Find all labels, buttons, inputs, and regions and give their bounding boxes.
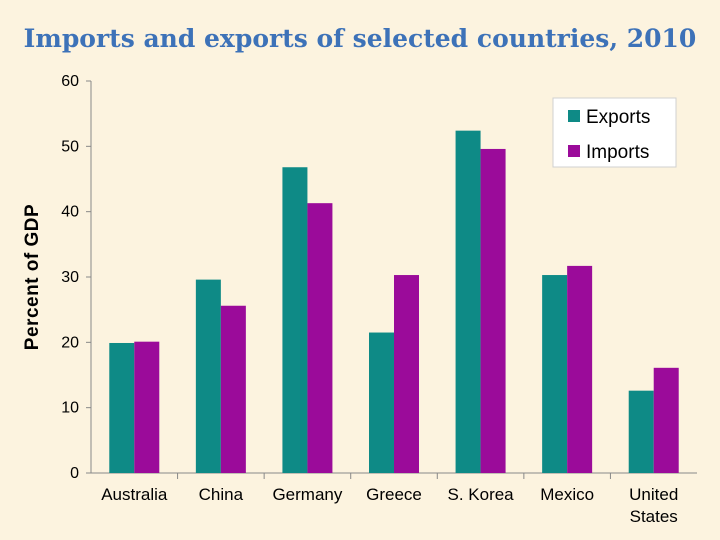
bar-imports-china [220, 305, 246, 473]
chart-title: Imports and exports of selected countrie… [23, 24, 697, 53]
legend-label-imports: Imports [586, 142, 649, 163]
bar-imports-australia [134, 341, 160, 473]
bar-exports-australia [109, 342, 135, 473]
y-tick-label: 40 [61, 204, 79, 221]
y-tick-label: 0 [70, 465, 79, 482]
legend-label-exports: Exports [586, 107, 650, 128]
bar-exports-mexico [542, 275, 568, 473]
x-tick-label: Germany [272, 485, 342, 504]
y-tick-label: 10 [61, 400, 79, 417]
x-tick-label: Australia [101, 485, 168, 504]
x-tick-label: Greece [366, 485, 422, 504]
x-tick-label: Mexico [540, 485, 594, 504]
y-axis-label: Percent of GDP [22, 204, 43, 350]
y-tick-label: 30 [61, 269, 79, 286]
y-tick-label: 50 [61, 138, 79, 155]
y-tick-label: 20 [61, 334, 79, 351]
bar-exports-germany [282, 167, 308, 474]
y-tick-label: 60 [61, 73, 79, 90]
bar-exports-s-korea [455, 130, 481, 474]
x-tick-label: China [199, 485, 244, 504]
bar-imports-s-korea [480, 148, 506, 474]
x-tick-label: S. Korea [447, 485, 514, 504]
bar-exports-greece [369, 332, 394, 473]
bar-imports-greece [394, 275, 419, 473]
x-tick-label: United States [629, 485, 678, 526]
bar-exports-united-states [628, 390, 654, 473]
bar-imports-germany [307, 203, 333, 473]
legend-swatch-exports [568, 110, 580, 122]
legend-swatch-imports [568, 145, 580, 157]
bar-exports-china [195, 279, 221, 473]
bar-imports-united-states [653, 367, 679, 473]
bar-imports-mexico [567, 265, 593, 473]
